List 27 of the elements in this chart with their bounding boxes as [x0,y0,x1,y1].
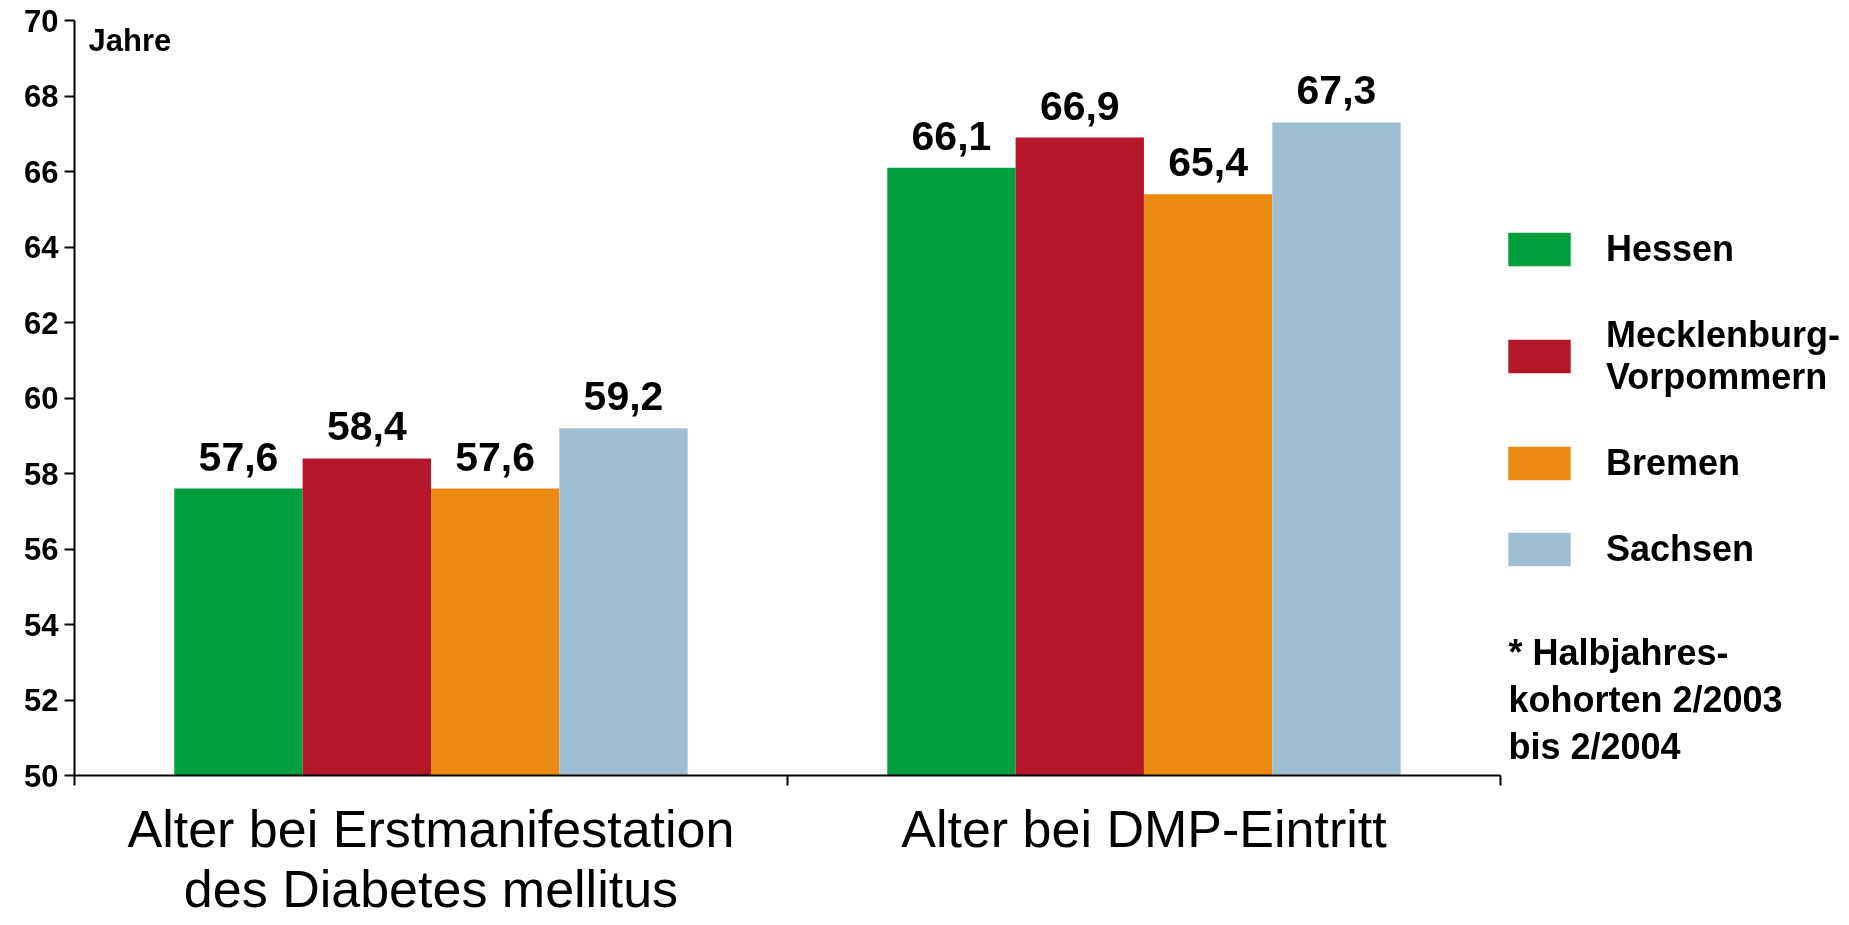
legend-label: Sachsen [1605,528,1754,570]
y-tick-label: 56 [24,532,59,567]
data-label: 58,4 [326,403,407,450]
y-tick-label: 66 [24,154,59,190]
data-label: 57,6 [455,433,536,480]
y-tick-label: 52 [24,683,59,718]
x-tick-label: Alter bei DMP-Eintritt [901,799,1388,858]
y-tick-label: 60 [24,381,59,416]
y-tick-label: 58 [24,456,59,492]
y-tick-label: 70 [24,3,59,39]
y-axis-title: Jahre [88,22,172,58]
y-tick-label: 62 [24,305,59,341]
y-tick-label: 68 [24,79,59,114]
data-label: 66,1 [911,112,992,159]
data-label: 66,9 [1039,82,1120,129]
data-label: 57,6 [198,433,279,480]
data-label: 59,2 [583,373,664,420]
y-tick-label: 50 [24,758,59,794]
data-label: 67,3 [1296,67,1377,114]
legend-label: Hessen [1605,228,1734,270]
text: * Halbjahres- kohorten 2/2003 bis 2/2004 [1508,632,1783,768]
legend-label: Mecklenburg-Vorpommern [1605,314,1840,398]
x-tick-label: Alter bei Erstmanifestation des Diabetes mellitus [127,799,735,919]
data-label: 65,4 [1168,139,1249,186]
y-tick-label: 54 [24,607,60,643]
legend-label: Bremen [1605,442,1740,484]
y-tick-label: 64 [24,230,60,265]
